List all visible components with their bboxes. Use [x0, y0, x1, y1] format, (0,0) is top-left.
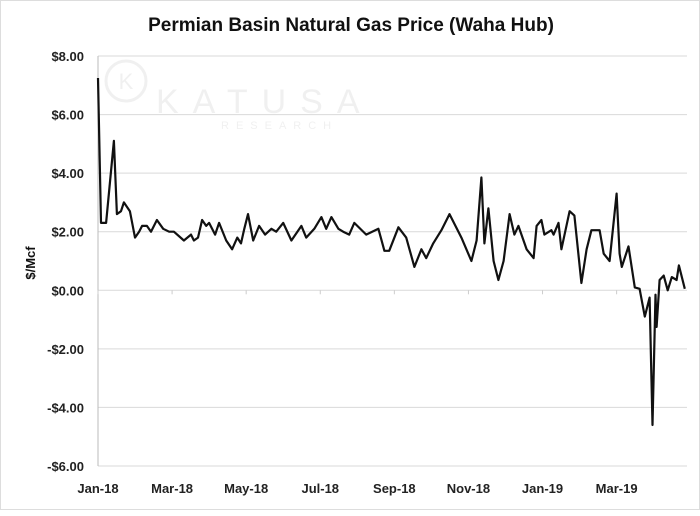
series-line [98, 78, 685, 425]
y-tick-label: $8.00 [51, 49, 84, 64]
watermark-logo: K KATUSA RESEARCH [106, 61, 374, 132]
x-tick-label: Jan-19 [522, 481, 563, 496]
chart-title: Permian Basin Natural Gas Price (Waha Hu… [148, 15, 554, 36]
y-axis-ticks: $8.00 $6.00 $4.00 $2.00 $0.00 -$2.00 -$4.00 -$6… [47, 49, 84, 474]
x-tick-label: Mar-18 [151, 481, 193, 496]
x-tick-label: Jan-18 [77, 481, 118, 496]
y-tick-label: $4.00 [51, 166, 84, 181]
watermark-logo-letter: K [119, 69, 134, 94]
watermark-sub: RESEARCH [221, 120, 338, 132]
watermark-brand: KATUSA [156, 83, 374, 121]
x-axis-ticks: Jan-18 Mar-18 May-18 Jul-18 Sep-18 Nov-18 Jan-… [77, 290, 637, 496]
y-tick-label: -$4.00 [47, 400, 84, 415]
y-tick-label: $6.00 [51, 108, 84, 123]
x-tick-label: Mar-19 [596, 481, 638, 496]
y-tick-label: -$6.00 [47, 459, 84, 474]
series-group [98, 78, 685, 425]
x-tick-label: Nov-18 [447, 481, 490, 496]
x-tick-label: Sep-18 [373, 481, 416, 496]
y-tick-label: -$2.00 [47, 342, 84, 357]
y-tick-label: $2.00 [51, 225, 84, 240]
x-tick-label: May-18 [224, 481, 268, 496]
x-tick-label: Jul-18 [301, 481, 339, 496]
y-tick-label: $0.00 [51, 283, 84, 298]
y-axis-label: $/Mcf [23, 246, 38, 280]
